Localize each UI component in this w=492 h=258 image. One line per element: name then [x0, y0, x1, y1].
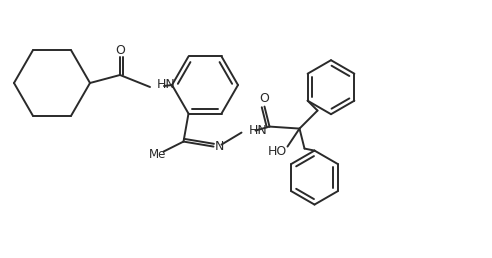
Text: Me: Me	[149, 148, 166, 161]
Text: O: O	[260, 92, 270, 105]
Text: O: O	[115, 44, 125, 57]
Text: N: N	[215, 140, 224, 153]
Text: HO: HO	[268, 145, 287, 158]
Text: HN: HN	[248, 124, 267, 137]
Text: HN: HN	[157, 78, 176, 92]
